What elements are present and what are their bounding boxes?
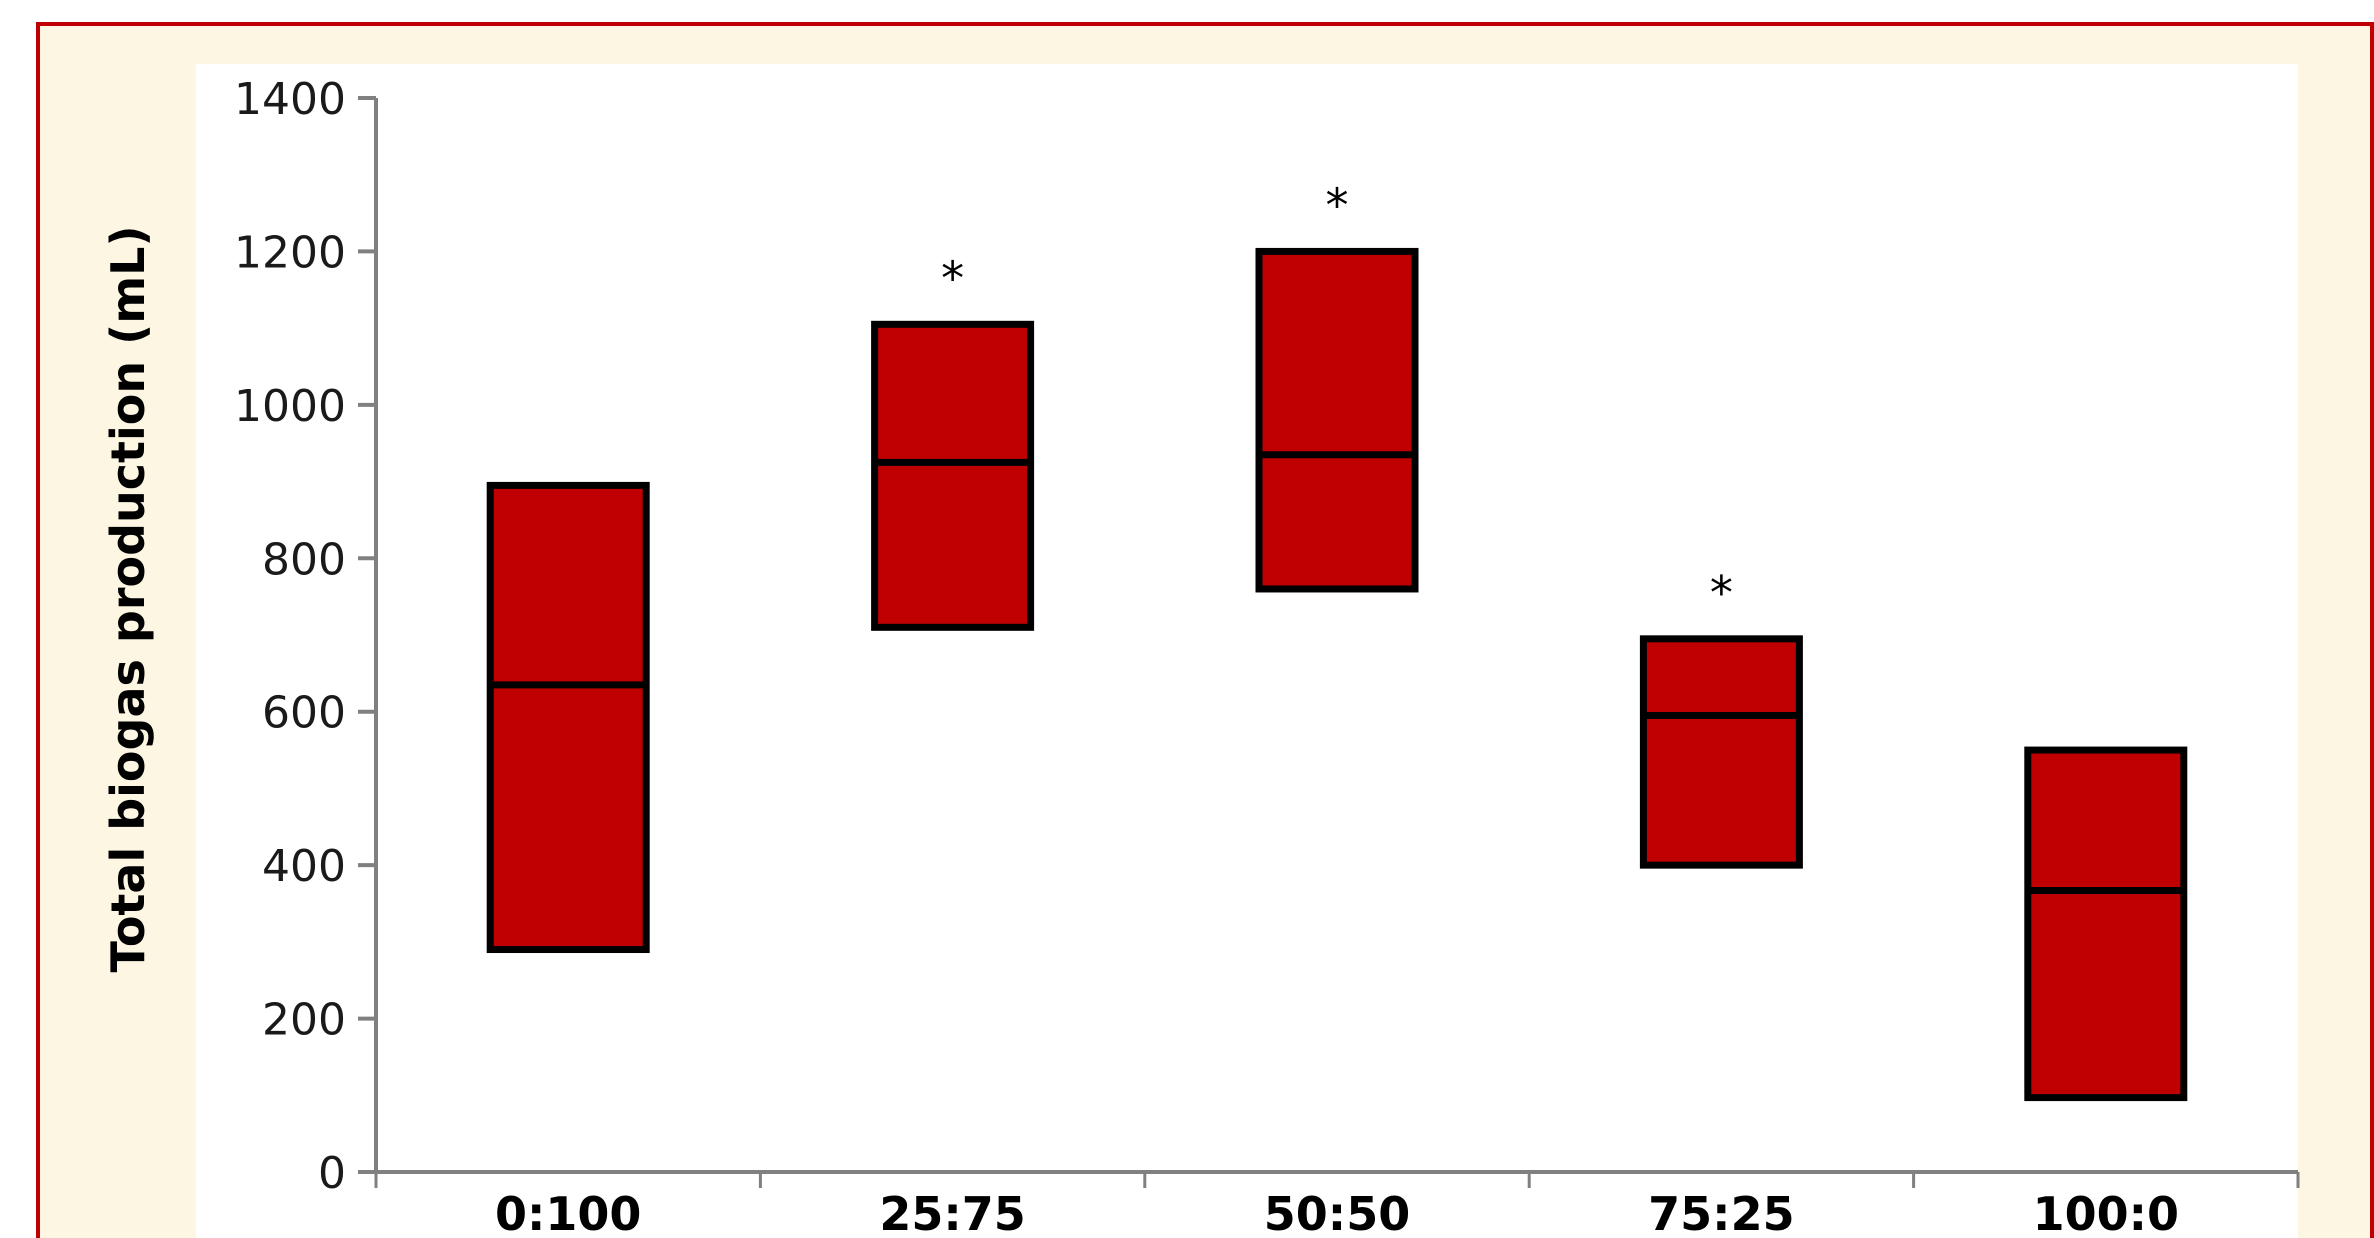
x-tick-label: 0:100 bbox=[495, 1187, 641, 1238]
x-axis: 0:100 25:75 50:50 75:25 100:0 bbox=[374, 1170, 2300, 1238]
y-axis: 0 200 400 600 800 1000 1200 1400 bbox=[234, 74, 378, 1199]
x-tick-label: 100:0 bbox=[2033, 1187, 2179, 1238]
significance-marker: * bbox=[1326, 178, 1349, 232]
x-tick-label: 75:25 bbox=[1648, 1187, 1794, 1238]
y-tick-label: 1400 bbox=[234, 74, 346, 125]
box-series: * * * bbox=[486, 178, 2188, 1102]
x-tick-label: 25:75 bbox=[879, 1187, 1025, 1238]
y-tick-label: 400 bbox=[262, 841, 346, 892]
box-75-25 bbox=[1639, 635, 1803, 869]
box-0-100 bbox=[486, 481, 650, 954]
y-tick-label: 1000 bbox=[234, 381, 346, 432]
y-tick-label: 800 bbox=[262, 534, 346, 585]
box-50-50 bbox=[1255, 247, 1419, 593]
box-100-0 bbox=[2024, 746, 2188, 1102]
y-tick-label: 200 bbox=[262, 995, 346, 1046]
x-tick-label: 50:50 bbox=[1264, 1187, 1410, 1238]
significance-marker: * bbox=[941, 251, 964, 305]
y-tick-label: 1200 bbox=[234, 227, 346, 278]
y-axis-title: Total biogas production (mL) bbox=[101, 226, 155, 973]
y-tick-label: 600 bbox=[262, 688, 346, 739]
y-tick-label: 0 bbox=[318, 1148, 346, 1199]
box-25-75 bbox=[871, 320, 1035, 631]
figure-frame: 0 200 400 600 800 1000 1200 1400 0:100 25:75 50:5… bbox=[36, 22, 2374, 1238]
significance-marker: * bbox=[1710, 566, 1733, 620]
biogas-box-chart: 0 200 400 600 800 1000 1200 1400 0:100 25:75 50:5… bbox=[101, 64, 2300, 1238]
